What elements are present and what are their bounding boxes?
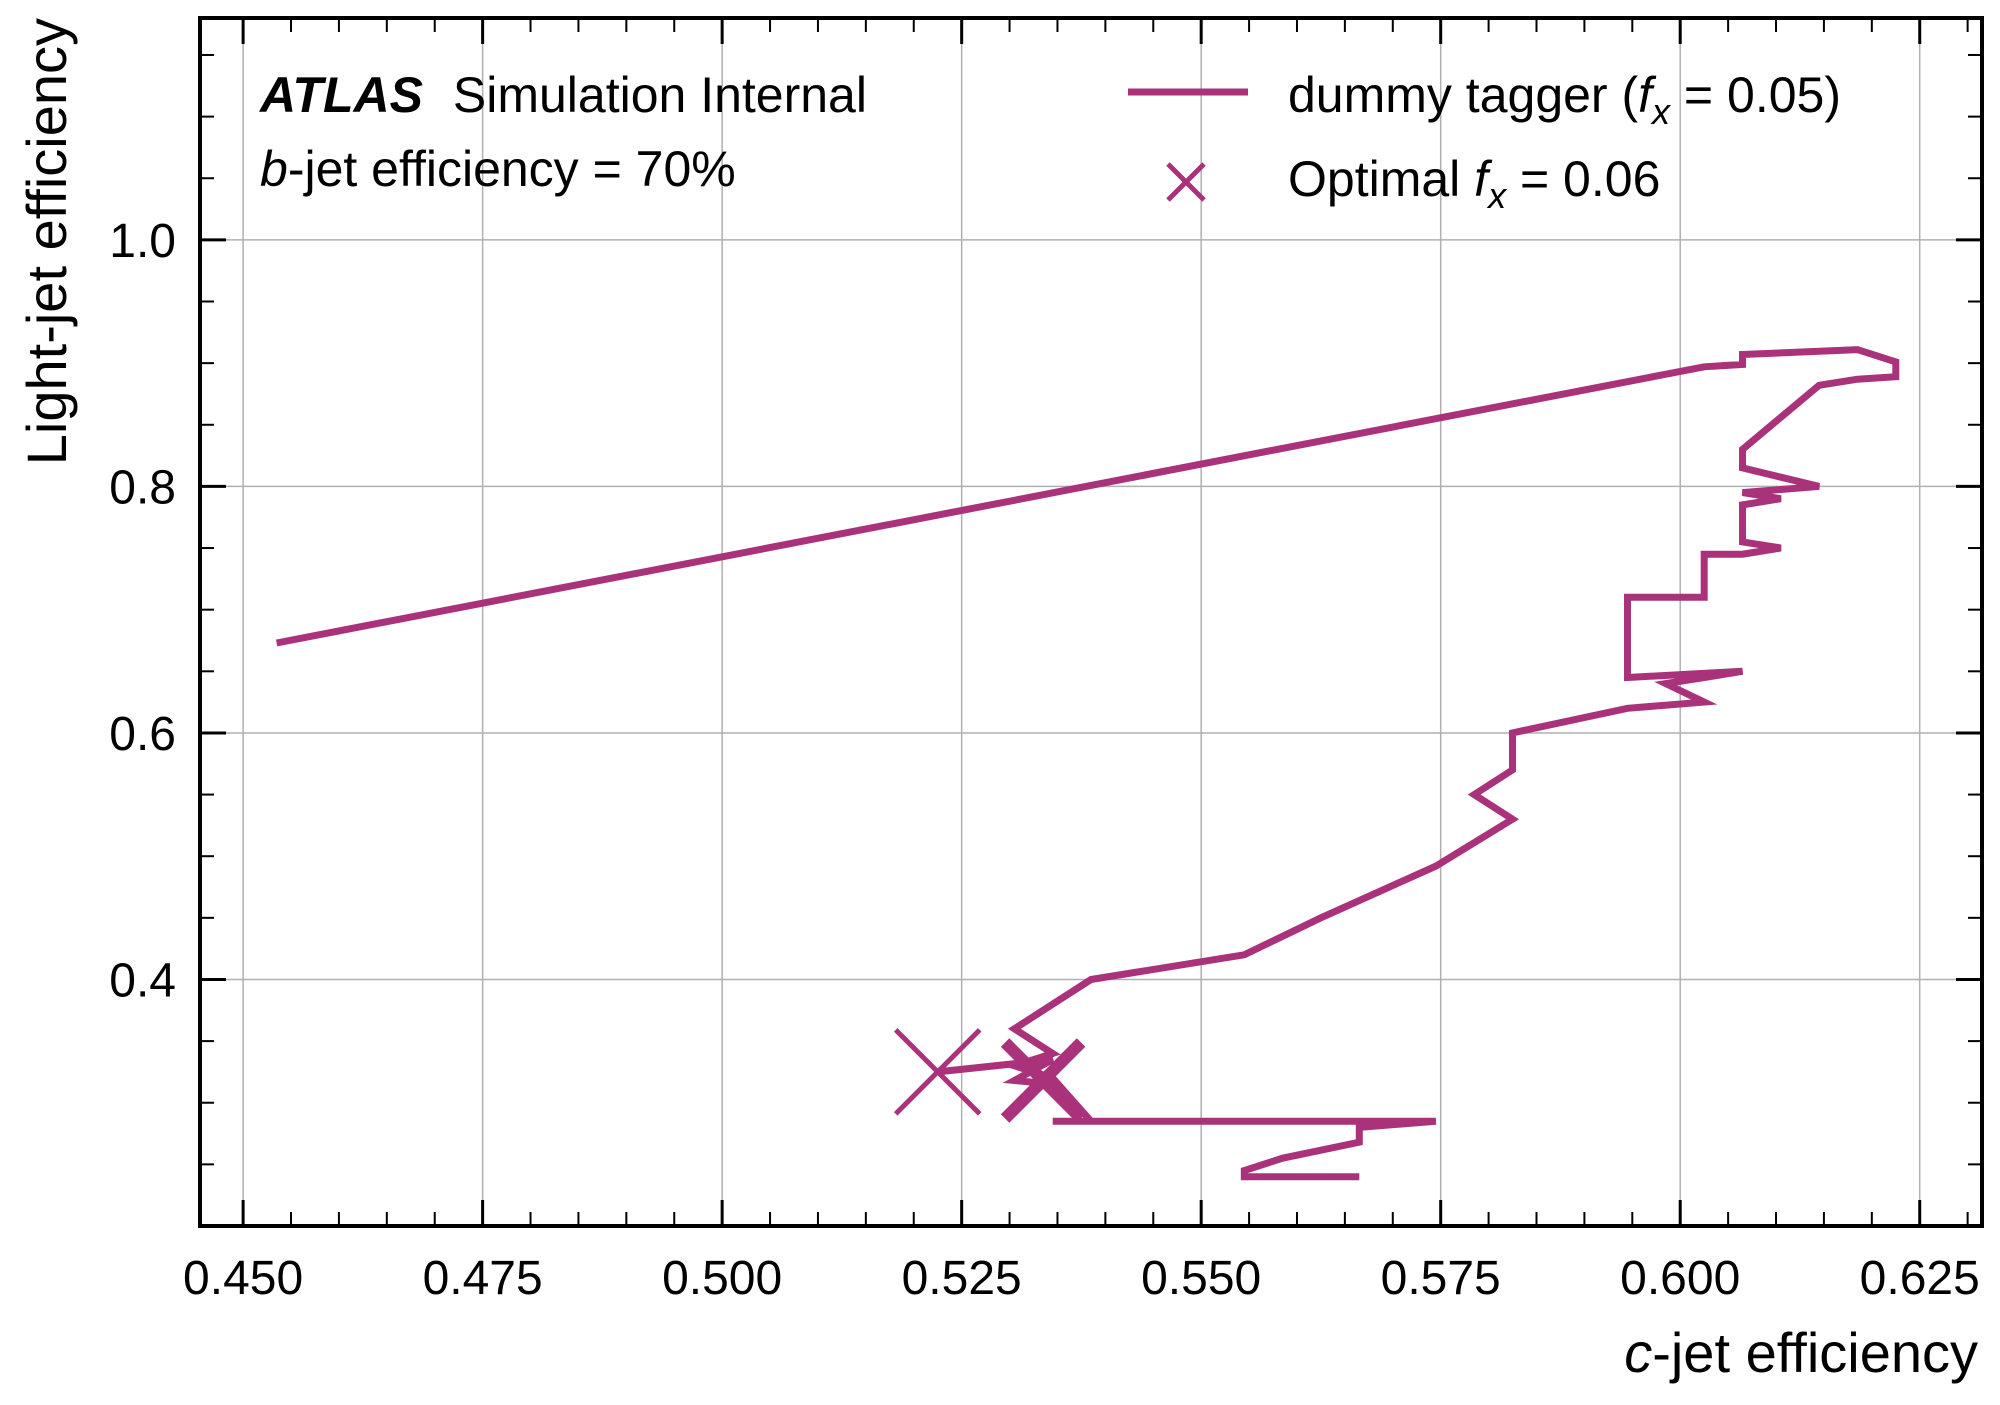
x-tick-label: 0.625 — [1860, 1252, 1980, 1305]
legend-entry-2: Optimal fx = 0.06 — [1288, 151, 1660, 216]
x-axis-label-italic: c — [1624, 1321, 1652, 1384]
legend-2-prefix: Optimal — [1288, 151, 1474, 207]
y-tick-label: 0.4 — [109, 954, 176, 1007]
legend-entry-1: dummy tagger (fx = 0.05) — [1288, 67, 1841, 132]
legend-marker-swatch — [1166, 162, 1206, 202]
status-label: Simulation Internal — [453, 67, 867, 123]
series-layer — [275, 346, 1900, 1181]
x-tick-label: 0.475 — [423, 1252, 543, 1305]
x-tick-label: 0.525 — [902, 1252, 1022, 1305]
header: ATLAS Simulation Internal b-jet efficien… — [258, 67, 867, 197]
working-point-label: -jet efficiency = 70% — [288, 141, 736, 197]
y-tick-label: 0.8 — [109, 461, 176, 514]
legend: dummy tagger (fx = 0.05) Optimal fx = 0.… — [1128, 67, 1841, 216]
plot-frame — [198, 16, 1984, 1228]
optimal-marker-stroke-2 — [893, 1028, 982, 1116]
grid — [200, 18, 1982, 1226]
b-label: b — [260, 141, 288, 197]
x-tick-label: 0.575 — [1381, 1252, 1501, 1305]
legend-2-sub: x — [1486, 175, 1508, 216]
small-marker-stroke-2 — [1000, 1038, 1086, 1123]
x-tick-label: 0.550 — [1141, 1252, 1261, 1305]
x-axis-label: c-jet efficiency — [1624, 1321, 1978, 1384]
ticks: 0.450 0.475 0.500 0.525 0.550 0.575 0.600 0.625… — [109, 18, 1982, 1305]
y-axis-label: Light-jet efficiency — [15, 18, 78, 465]
legend-1-sub: x — [1650, 91, 1672, 132]
legend-1-prefix: dummy tagger ( — [1288, 67, 1638, 123]
y-tick-label: 0.6 — [109, 708, 176, 761]
experiment-label: ATLAS — [258, 67, 423, 123]
header-line-1: ATLAS Simulation Internal — [258, 67, 867, 123]
y-tick-label: 1.0 — [109, 215, 176, 268]
legend-2-suffix: = 0.06 — [1506, 151, 1660, 207]
x-tick-label: 0.600 — [1620, 1252, 1740, 1305]
series-dummy-tagger-line — [275, 346, 1900, 1181]
x-axis-label-rest: -jet efficiency — [1652, 1321, 1978, 1384]
header-line-2: b-jet efficiency = 70% — [260, 141, 736, 197]
x-tick-label: 0.500 — [662, 1252, 782, 1305]
x-tick-label: 0.450 — [183, 1252, 303, 1305]
legend-1-suffix: = 0.05) — [1670, 67, 1841, 123]
legend-marker-stroke-2 — [1166, 162, 1206, 202]
